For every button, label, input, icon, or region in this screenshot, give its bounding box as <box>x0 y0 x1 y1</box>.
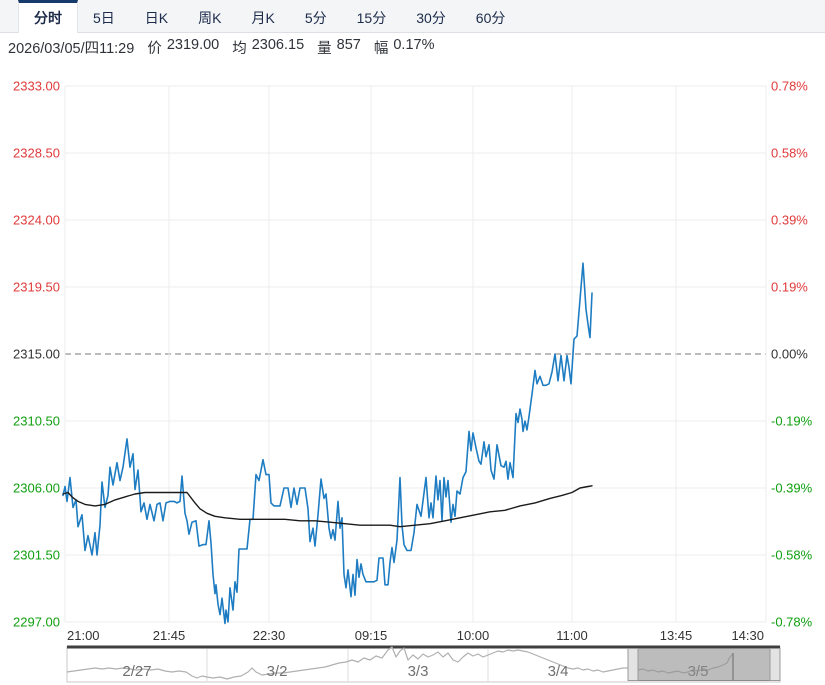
tab-minute[interactable]: 分时 <box>18 0 78 33</box>
x-axis-label: 09:15 <box>355 628 388 643</box>
y-axis-label-right: 0.78% <box>771 79 808 94</box>
quote-volume: 量 857 <box>317 37 361 58</box>
volume-label: 量 <box>317 41 332 57</box>
y-axis-label-right: 0.00% <box>771 347 808 362</box>
y-axis-label-left: 2297.00 <box>13 615 60 630</box>
x-axis-label: 22:30 <box>253 628 286 643</box>
x-axis-label: 21:00 <box>67 628 100 643</box>
y-axis-label-left: 2306.00 <box>13 481 60 496</box>
y-axis-label-right: -0.78% <box>771 615 813 630</box>
y-axis-label-left: 2315.00 <box>13 347 60 362</box>
x-axis-label: 21:45 <box>153 628 186 643</box>
navigator-selection[interactable] <box>637 648 771 681</box>
quote-average: 均 2306.15 <box>232 37 304 58</box>
quote-datetime: 2026/03/05/四11:29 <box>8 41 135 57</box>
tab-60min[interactable]: 60分 <box>475 9 506 26</box>
amplitude-value: 0.17% <box>393 37 435 53</box>
quote-price: 价 2319.00 <box>147 37 219 58</box>
volume-value: 857 <box>336 37 361 53</box>
y-axis-label-left: 2301.50 <box>13 548 60 563</box>
y-axis-label-left: 2333.00 <box>13 79 60 94</box>
navigator-handle-right[interactable] <box>769 648 781 681</box>
average-value: 2306.15 <box>251 37 305 53</box>
y-axis-label-right: -0.19% <box>771 414 813 429</box>
y-axis-label-right: 0.19% <box>771 280 808 295</box>
y-axis-label-left: 2328.50 <box>13 146 60 161</box>
tab-15min[interactable]: 15分 <box>356 9 387 26</box>
y-axis-label-right: -0.39% <box>771 481 813 496</box>
tab-daily-k[interactable]: 日K <box>144 9 169 26</box>
navigator-date-label: 3/4 <box>548 663 569 680</box>
price-value: 2319.00 <box>166 37 220 53</box>
period-tabbar: 分时 5日 日K 周K 月K 5分 15分 30分 60分 <box>0 0 825 33</box>
tab-monthly-k[interactable]: 月K <box>251 9 275 26</box>
x-axis-label: 10:00 <box>457 628 490 643</box>
quote-statusbar: 2026/03/05/四11:29 价 2319.00 均 2306.15 量 … <box>0 33 825 62</box>
y-axis-label-right: -0.58% <box>771 548 813 563</box>
y-axis-label-left: 2310.50 <box>13 414 60 429</box>
price-line <box>62 262 593 625</box>
tab-weekly-k[interactable]: 周K <box>198 9 222 26</box>
y-axis-label-left: 2319.50 <box>13 280 60 295</box>
chart-area: 2333.00 0.78% 2328.50 0.58% 2324.00 0.39% 2319… <box>0 62 825 685</box>
intraday-chart-svg: 2333.00 0.78% 2328.50 0.58% 2324.00 0.39% 2319… <box>13 79 813 683</box>
y-axis-label-left: 2324.00 <box>13 213 60 228</box>
x-axis-label: 14:30 <box>731 628 764 643</box>
navigator-date-label: 3/3 <box>408 663 429 680</box>
average-line <box>62 485 593 528</box>
amplitude-label: 幅 <box>373 41 389 57</box>
y-axis-label-right: 0.39% <box>771 213 808 228</box>
quote-amplitude: 幅 0.17% <box>374 37 435 58</box>
navigator-handle-left[interactable] <box>627 648 639 681</box>
navigator-date-label: 3/2 <box>267 663 288 680</box>
x-axis-label: 11:00 <box>556 628 588 643</box>
navigator-date-label: 2/27 <box>122 663 151 680</box>
tab-5min[interactable]: 5分 <box>304 9 327 26</box>
y-axis-label-right: 0.58% <box>771 146 808 161</box>
tab-30min[interactable]: 30分 <box>416 9 446 26</box>
average-label: 均 <box>232 41 247 57</box>
price-label: 价 <box>147 41 162 57</box>
tab-5day[interactable]: 5日 <box>93 9 115 26</box>
x-axis-label: 13:45 <box>660 628 693 643</box>
